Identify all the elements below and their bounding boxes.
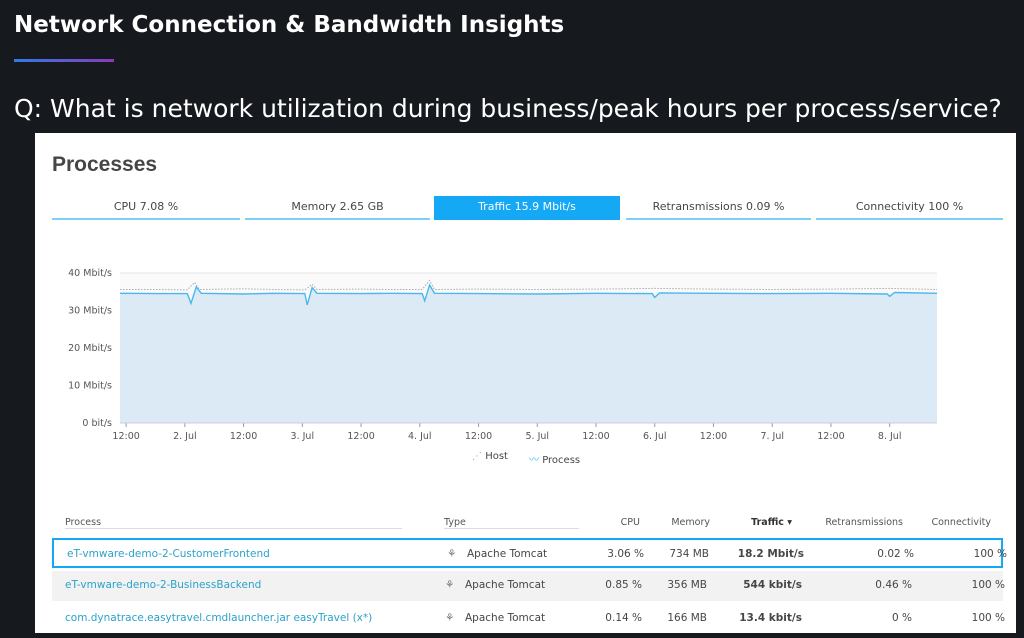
processes-panel: Processes CPU 7.08 % Memory 2.65 GB Traf…	[35, 133, 1016, 633]
cell-connectivity: 100 %	[971, 612, 1005, 624]
x-tick-label: 6. Jul	[643, 431, 667, 442]
cell-memory: 166 MB	[667, 612, 707, 624]
traffic-chart: 0 bit/s 10 Mbit/s 20 Mbit/s 30 Mbit/s 40 Mbi…	[68, 268, 938, 442]
x-tick-label: 12:00	[817, 431, 844, 442]
x-tick-label: 12:00	[230, 431, 257, 442]
x-tick-label: 12:00	[700, 431, 727, 442]
title-underline	[14, 59, 114, 62]
x-tick-label: 12:00	[347, 431, 374, 442]
host-series-line	[120, 279, 938, 291]
col-cpu[interactable]: CPU	[620, 517, 640, 528]
x-tick-label: 7. Jul	[760, 431, 784, 442]
tab-memory[interactable]: Memory 2.65 GB	[245, 196, 430, 220]
panel-heading: Processes	[52, 153, 158, 176]
process-area	[120, 285, 937, 423]
cell-cpu: 3.06 %	[607, 548, 644, 560]
x-tick-label: 12:00	[465, 431, 492, 442]
legend-process-label: Process	[542, 455, 581, 466]
tomcat-icon: ⚘	[445, 612, 455, 624]
cell-connectivity: 100 %	[971, 579, 1005, 591]
cell-type: Apache Tomcat	[465, 612, 546, 624]
col-connectivity[interactable]: Connectivity	[931, 517, 991, 528]
y-tick-label: 40 Mbit/s	[68, 268, 112, 279]
legend-host[interactable]: ⋰ Host	[472, 451, 508, 462]
cell-traffic: 13.4 kbit/s	[739, 612, 802, 624]
x-tick-label: 3. Jul	[291, 431, 315, 442]
tab-connectivity[interactable]: Connectivity 100 %	[816, 196, 1003, 220]
x-tick-label: 5. Jul	[525, 431, 549, 442]
col-traffic[interactable]: Traffic ▾	[751, 517, 792, 528]
cell-retransmissions: 0.46 %	[875, 579, 912, 591]
cell-connectivity: 100 %	[973, 548, 1007, 560]
x-tick-label: 12:00	[112, 431, 139, 442]
host-legend-icon: ⋰	[472, 451, 486, 462]
y-tick-label: 0 bit/s	[82, 418, 112, 429]
y-tick-label: 20 Mbit/s	[68, 343, 112, 354]
process-series-line	[119, 283, 938, 306]
tomcat-icon: ⚘	[445, 579, 455, 591]
legend-process[interactable]: 〰 Process	[529, 451, 580, 466]
col-memory[interactable]: Memory	[671, 517, 710, 528]
y-tick-label: 10 Mbit/s	[68, 381, 112, 392]
question-text: Q: What is network utilization during bu…	[14, 94, 1002, 123]
x-tick-label: 12:00	[582, 431, 609, 442]
process-legend-icon: 〰	[529, 455, 543, 466]
cell-type: Apache Tomcat	[467, 548, 548, 560]
cell-process[interactable]: eT-vmware-demo-2-BusinessBackend	[65, 579, 262, 591]
table-row[interactable]: eT-vmware-demo-2-CustomerFrontend Apache …	[52, 538, 1007, 568]
cell-cpu: 0.14 %	[605, 612, 642, 624]
page-title: Network Connection & Bandwidth Insights	[14, 12, 565, 38]
cell-retransmissions: 0.02 %	[877, 548, 914, 560]
tab-traffic[interactable]: Traffic 15.9 Mbit/s	[434, 196, 620, 220]
y-tick-label: 30 Mbit/s	[68, 306, 112, 317]
x-tick-label: 4. Jul	[408, 431, 432, 442]
x-tick-label: 2. Jul	[173, 431, 197, 442]
col-retransmissions[interactable]: Retransmissions	[825, 517, 903, 528]
tab-cpu[interactable]: CPU 7.08 %	[52, 196, 240, 220]
cell-retransmissions: 0 %	[892, 612, 912, 624]
cell-memory: 356 MB	[667, 579, 707, 591]
cell-process[interactable]: com.dynatrace.easytravel.cmdlauncher.jar…	[65, 612, 373, 624]
tomcat-icon: ⚘	[447, 548, 457, 560]
cell-traffic: 544 kbit/s	[743, 579, 802, 591]
cell-type: Apache Tomcat	[465, 579, 546, 591]
col-process[interactable]: Process	[65, 517, 402, 529]
cell-process[interactable]: eT-vmware-demo-2-CustomerFrontend	[67, 548, 270, 560]
legend-host-label: Host	[485, 451, 508, 462]
col-type[interactable]: Type	[444, 517, 579, 529]
x-tick-label: 8. Jul	[878, 431, 902, 442]
table-row[interactable]: eT-vmware-demo-2-BusinessBackend Apache T…	[52, 571, 1005, 601]
table-row[interactable]: com.dynatrace.easytravel.cmdlauncher.jar…	[52, 604, 1005, 634]
tab-retransmissions[interactable]: Retransmissions 0.09 %	[626, 196, 811, 220]
cell-traffic: 18.2 Mbit/s	[737, 548, 804, 560]
cell-cpu: 0.85 %	[605, 579, 642, 591]
cell-memory: 734 MB	[669, 548, 709, 560]
